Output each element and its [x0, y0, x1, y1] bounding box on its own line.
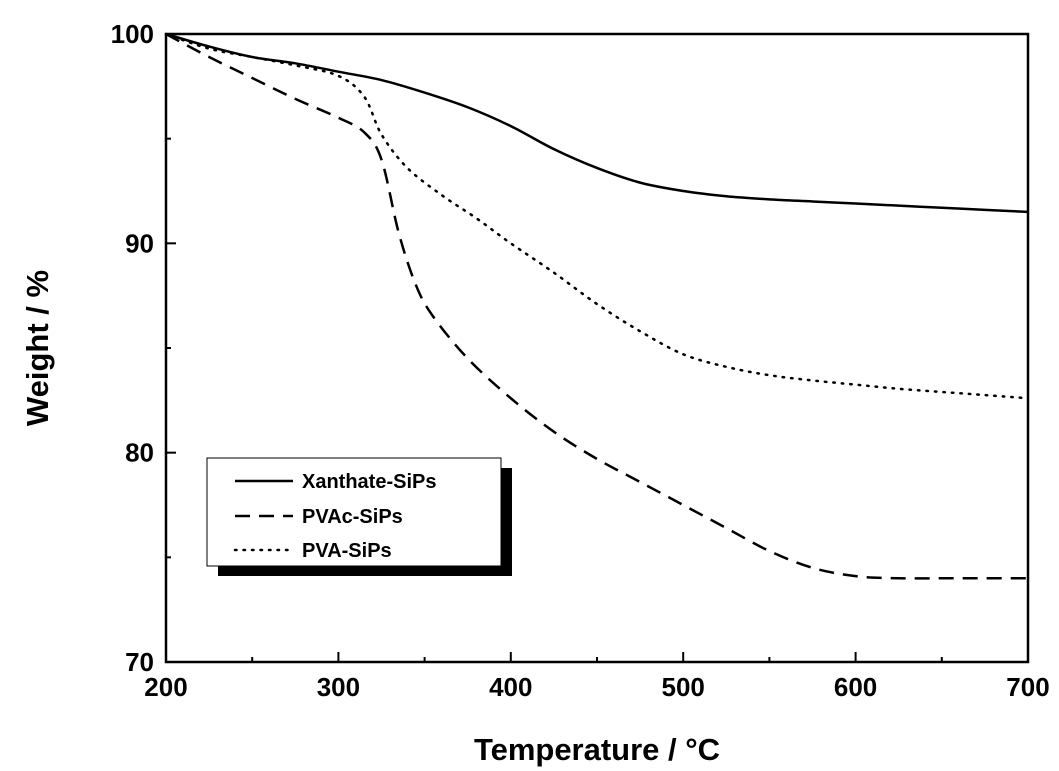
y-axis-label: Weight / %: [20, 270, 55, 426]
x-tick-label: 600: [834, 672, 877, 702]
legend-label-pvac: PVAc-SiPs: [302, 506, 403, 528]
legend-label-xanthate: Xanthate-SiPs: [302, 471, 436, 493]
legend: Xanthate-SiPs PVAc-SiPs PVA-SiPs: [206, 457, 512, 576]
y-tick-label: 70: [125, 647, 154, 677]
series-line-xanthate-sips: [165, 32, 1029, 214]
series-line-pva-sips: [164, 32, 1030, 400]
y-tick-label: 100: [111, 19, 154, 49]
x-tick-label: 200: [144, 672, 187, 702]
y-tick-label: 80: [125, 438, 154, 468]
y-axis-ticks: 70 80 90 100: [111, 19, 176, 677]
x-tick-label: 400: [489, 672, 532, 702]
x-axis-ticks: 200 300 400 500 600 700: [144, 652, 1050, 702]
plot-curves: [164, 32, 1030, 580]
x-tick-label: 500: [662, 672, 705, 702]
x-tick-label: 300: [317, 672, 360, 702]
legend-box: [206, 457, 502, 567]
series-line-pvac-sips: [165, 32, 1028, 580]
y-tick-label: 90: [125, 228, 154, 258]
legend-label-pva: PVA-SiPs: [302, 540, 392, 562]
x-axis-label: Temperature / °C: [474, 732, 720, 767]
x-tick-label: 700: [1006, 672, 1049, 702]
